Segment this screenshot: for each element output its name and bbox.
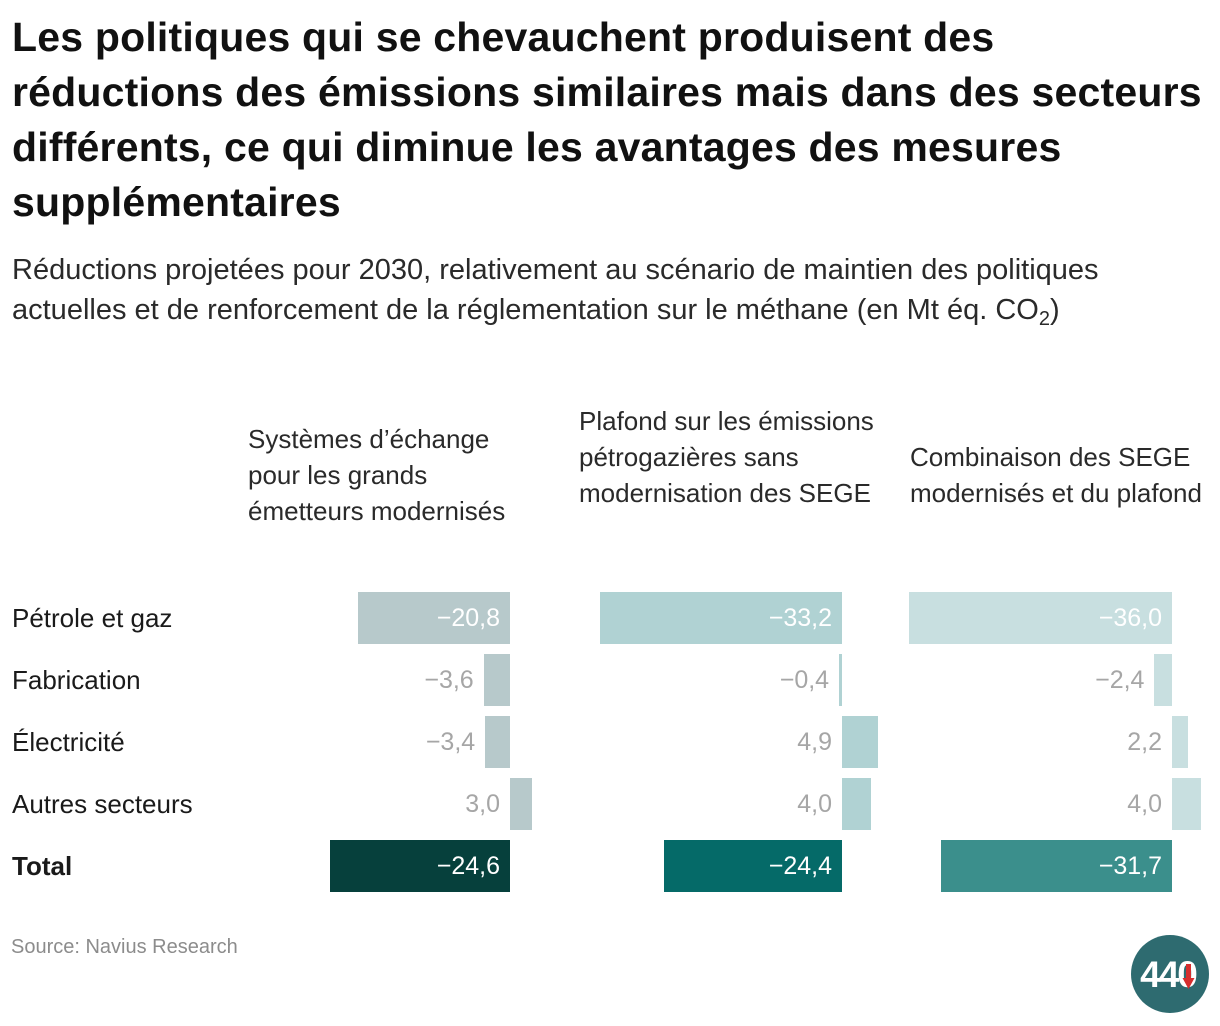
total-bar xyxy=(330,840,510,892)
subtitle-end: ) xyxy=(1049,294,1060,326)
data-bar xyxy=(842,778,872,830)
panel-header: Systèmes d’échange pour les grands émett… xyxy=(248,424,506,526)
data-bar xyxy=(358,592,510,644)
panel-header: Combinaison des SEGE modernisés et du pl… xyxy=(910,442,1202,508)
data-label: −36,0 xyxy=(1098,604,1162,632)
data-label: −2,4 xyxy=(1095,666,1145,694)
data-label: −0,4 xyxy=(779,666,830,694)
data-bar xyxy=(1172,778,1202,830)
brand-logo-icon: 440 xyxy=(1131,935,1209,1013)
data-label: −33,2 xyxy=(768,604,832,632)
total-bar xyxy=(940,840,1172,892)
data-label: −24,6 xyxy=(436,852,500,880)
total-bar xyxy=(663,840,842,892)
data-label: −24,4 xyxy=(768,852,832,880)
data-bar xyxy=(1154,654,1172,706)
data-label: 4,0 xyxy=(797,790,832,818)
data-label: 4,0 xyxy=(1127,790,1162,818)
row-label: Électricité xyxy=(12,727,125,757)
data-bar xyxy=(842,716,878,768)
row-label: Autres secteurs xyxy=(12,789,193,819)
data-label: −31,7 xyxy=(1098,852,1162,880)
row-label: Fabrication xyxy=(12,665,141,695)
data-bar xyxy=(909,592,1172,644)
row-label: Total xyxy=(12,851,73,881)
data-bar xyxy=(599,592,842,644)
data-bar xyxy=(510,778,532,830)
data-label: 2,2 xyxy=(1127,728,1162,756)
data-bar xyxy=(485,716,510,768)
source-note: Source: Navius Research xyxy=(11,936,238,958)
down-arrow-icon xyxy=(1182,964,1195,989)
data-label: 4,9 xyxy=(797,728,832,756)
data-label: 3,0 xyxy=(465,790,500,818)
data-bar xyxy=(1172,716,1189,768)
panel-header: Plafond sur les émissions pétrogazières … xyxy=(579,406,874,508)
data-label: −3,4 xyxy=(425,728,476,756)
data-bar xyxy=(839,654,842,706)
data-bar xyxy=(483,654,510,706)
subtitle-text: Réductions projetées pour 2030, relative… xyxy=(12,254,1099,326)
row-label: Pétrole et gaz xyxy=(12,603,173,633)
chart-title: Les politiques qui se chevauchent produi… xyxy=(12,14,1202,225)
subtitle-subscript: 2 xyxy=(1038,308,1050,330)
data-label: −20,8 xyxy=(436,604,500,632)
data-label: −3,6 xyxy=(424,666,474,694)
chart-subtitle: Réductions projetées pour 2030, relative… xyxy=(12,250,1212,330)
